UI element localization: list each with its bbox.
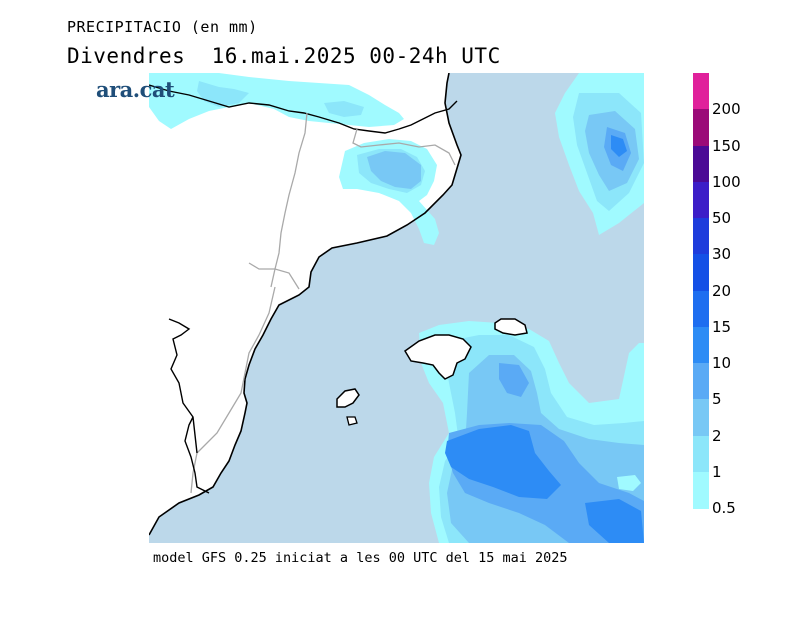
- model-info-footer: model GFS 0.25 iniciat a les 00 UTC del …: [153, 550, 568, 566]
- legend-swatch-200: [693, 73, 709, 110]
- precip-gulf-lion: [555, 73, 644, 235]
- border-west-south: [184, 416, 210, 494]
- legend-label-100: 100: [712, 172, 741, 191]
- precipitation-map: [149, 73, 644, 543]
- legend-label-5: 5: [712, 390, 722, 409]
- legend-label-1: 1: [712, 462, 722, 481]
- island-eivissa: [336, 388, 360, 408]
- precip-pyrenees-band: [149, 73, 404, 129]
- legend-label-50: 50: [712, 209, 732, 227]
- legend-label-20: 20: [712, 281, 732, 300]
- legend-swatch-1: [693, 435, 709, 473]
- legend-swatch-30: [693, 218, 709, 255]
- legend-swatch-150: [693, 109, 709, 146]
- precip-catalonia-cell: [339, 139, 439, 245]
- legend-swatch-50: [693, 181, 709, 219]
- legend-swatch-10: [693, 326, 709, 364]
- legend-label-200: 200: [712, 100, 741, 119]
- map-variable-title: PRECIPITACIO (en mm): [67, 18, 258, 36]
- legend-swatch-2: [693, 399, 709, 436]
- regional-borders: [190, 112, 456, 494]
- legend-label-15: 15: [712, 317, 732, 336]
- precip-color-legend: [693, 73, 709, 509]
- border-pyrenees: [149, 84, 458, 134]
- legend-swatch-5: [693, 363, 709, 400]
- island-formentera: [346, 416, 358, 426]
- map-canvas: [149, 73, 644, 543]
- island-menorca: [494, 318, 528, 336]
- precip-balearic-system: [419, 321, 644, 543]
- legend-label-150: 150: [712, 136, 741, 155]
- ara-cat-logo[interactable]: ara.cat: [96, 77, 175, 102]
- map-date-title: Divendres 16.mai.2025 00-24h UTC: [67, 44, 501, 68]
- legend-swatch-100: [693, 145, 709, 183]
- legend-label-10: 10: [712, 354, 732, 372]
- legend-swatch-0.5: [693, 471, 709, 509]
- island-mallorca: [404, 334, 472, 380]
- legend-label-2: 2: [712, 426, 722, 445]
- legend-swatch-15: [693, 290, 709, 328]
- legend-label-0.5: 0.5: [712, 499, 736, 517]
- coastline-mainland: [149, 73, 462, 536]
- legend-label-30: 30: [712, 245, 732, 264]
- legend-swatch-20: [693, 254, 709, 291]
- border-west: [168, 318, 198, 454]
